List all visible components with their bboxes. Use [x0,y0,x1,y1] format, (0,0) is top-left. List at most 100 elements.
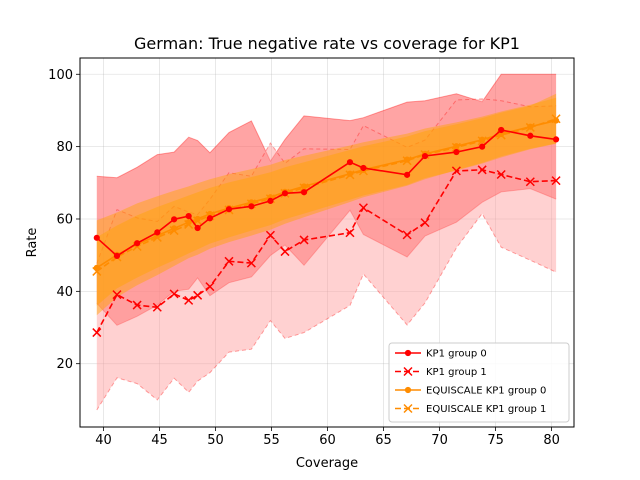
legend-item: KP1 group 1 [395,366,487,378]
data-point [358,203,368,213]
data-point-stroke [280,247,290,257]
legend-marker [404,386,412,394]
data-point [92,266,102,276]
series-2 [92,165,561,338]
legend-box [388,342,570,423]
data-point [551,114,561,124]
data-point-stroke [358,203,368,213]
data-point [299,235,309,245]
data-point-stroke [169,289,179,299]
data-point-stroke [112,290,122,300]
data-point [525,177,535,187]
data-point-stroke [152,302,162,312]
data-point [265,230,275,240]
data-point [420,218,430,228]
data-point [552,136,560,143]
series-1 [93,126,560,259]
data-point-stroke [551,114,561,124]
data-point [206,215,214,222]
x-tick-label: 45 [151,433,168,448]
data-point [185,212,192,220]
x-tick-label: 40 [95,433,112,448]
data-point [154,229,161,236]
data-point-stroke [402,230,412,240]
data-point-stroke [551,176,561,186]
data-point-stroke [224,256,234,266]
data-point-stroke [420,218,430,228]
series-lines [92,114,561,338]
chart-title: German: True negative rate vs coverage f… [134,34,520,53]
data-point [194,224,201,232]
x-tick-label: 65 [375,433,392,448]
data-point-stroke [477,136,487,146]
legend-label: EQUISCALE KP1 group 1 [426,404,546,415]
data-point [132,300,142,310]
data-point [421,152,429,160]
series-line [96,119,557,269]
data-point-stroke [496,169,506,180]
data-point [360,164,367,172]
legend-item: KP1 group 0 [395,349,487,360]
data-point [248,203,255,210]
data-point [453,148,460,156]
band-lower-edge [96,212,557,411]
data-point [169,289,179,299]
data-point [170,216,178,223]
data-point [267,197,274,204]
legend-label: KP1 group 0 [426,349,487,360]
x-tick-label: 50 [207,433,224,448]
data-point [281,190,289,197]
data-point-stroke [299,235,309,245]
band-upper-edge [96,73,557,179]
y-tick-label: 80 [56,140,73,155]
legend-marker-stroke [403,366,413,377]
legend-marker [404,349,412,357]
data-point [225,206,233,213]
band-3 [96,97,557,316]
data-point [246,258,256,268]
legend-item: EQUISCALE KP1 group 0 [395,386,546,397]
legend-label: EQUISCALE KP1 group 0 [426,386,546,397]
data-point-stroke [132,300,142,310]
legend-marker [403,403,413,414]
data-point [112,290,122,300]
data-point-stroke [525,177,535,187]
band-4 [96,93,557,306]
data-point-stroke [193,290,203,300]
confidence-bands [96,73,557,411]
x-tick-label: 75 [487,433,504,448]
legend-item: EQUISCALE KP1 group 1 [395,403,546,415]
data-point [346,159,354,166]
data-point [345,228,355,238]
data-point [479,143,486,150]
data-point-stroke [184,219,194,229]
data-point [184,295,194,305]
data-point [345,170,355,180]
x-tick-label: 60 [319,433,336,448]
x-axis-label: Coverage [296,456,358,471]
data-point-stroke [265,230,275,240]
band-2 [96,98,557,411]
x-tick-label: 55 [263,433,280,448]
data-point [403,171,411,178]
data-point [93,234,100,241]
data-point-stroke [205,282,215,292]
data-point-stroke [169,226,179,236]
legend-marker [403,366,413,377]
series-line [96,129,557,257]
data-point [193,290,203,300]
data-point [402,230,412,240]
data-point [169,226,179,236]
data-point-stroke [152,232,162,242]
data-point-stroke [451,166,461,176]
data-point [152,302,162,312]
data-point-stroke [92,328,102,338]
data-point-stroke [402,156,412,166]
data-point [551,176,561,186]
data-point-stroke [451,142,461,152]
data-point-stroke [92,266,102,276]
data-point [134,240,141,247]
data-point [451,166,461,176]
plot-frame [79,57,575,428]
